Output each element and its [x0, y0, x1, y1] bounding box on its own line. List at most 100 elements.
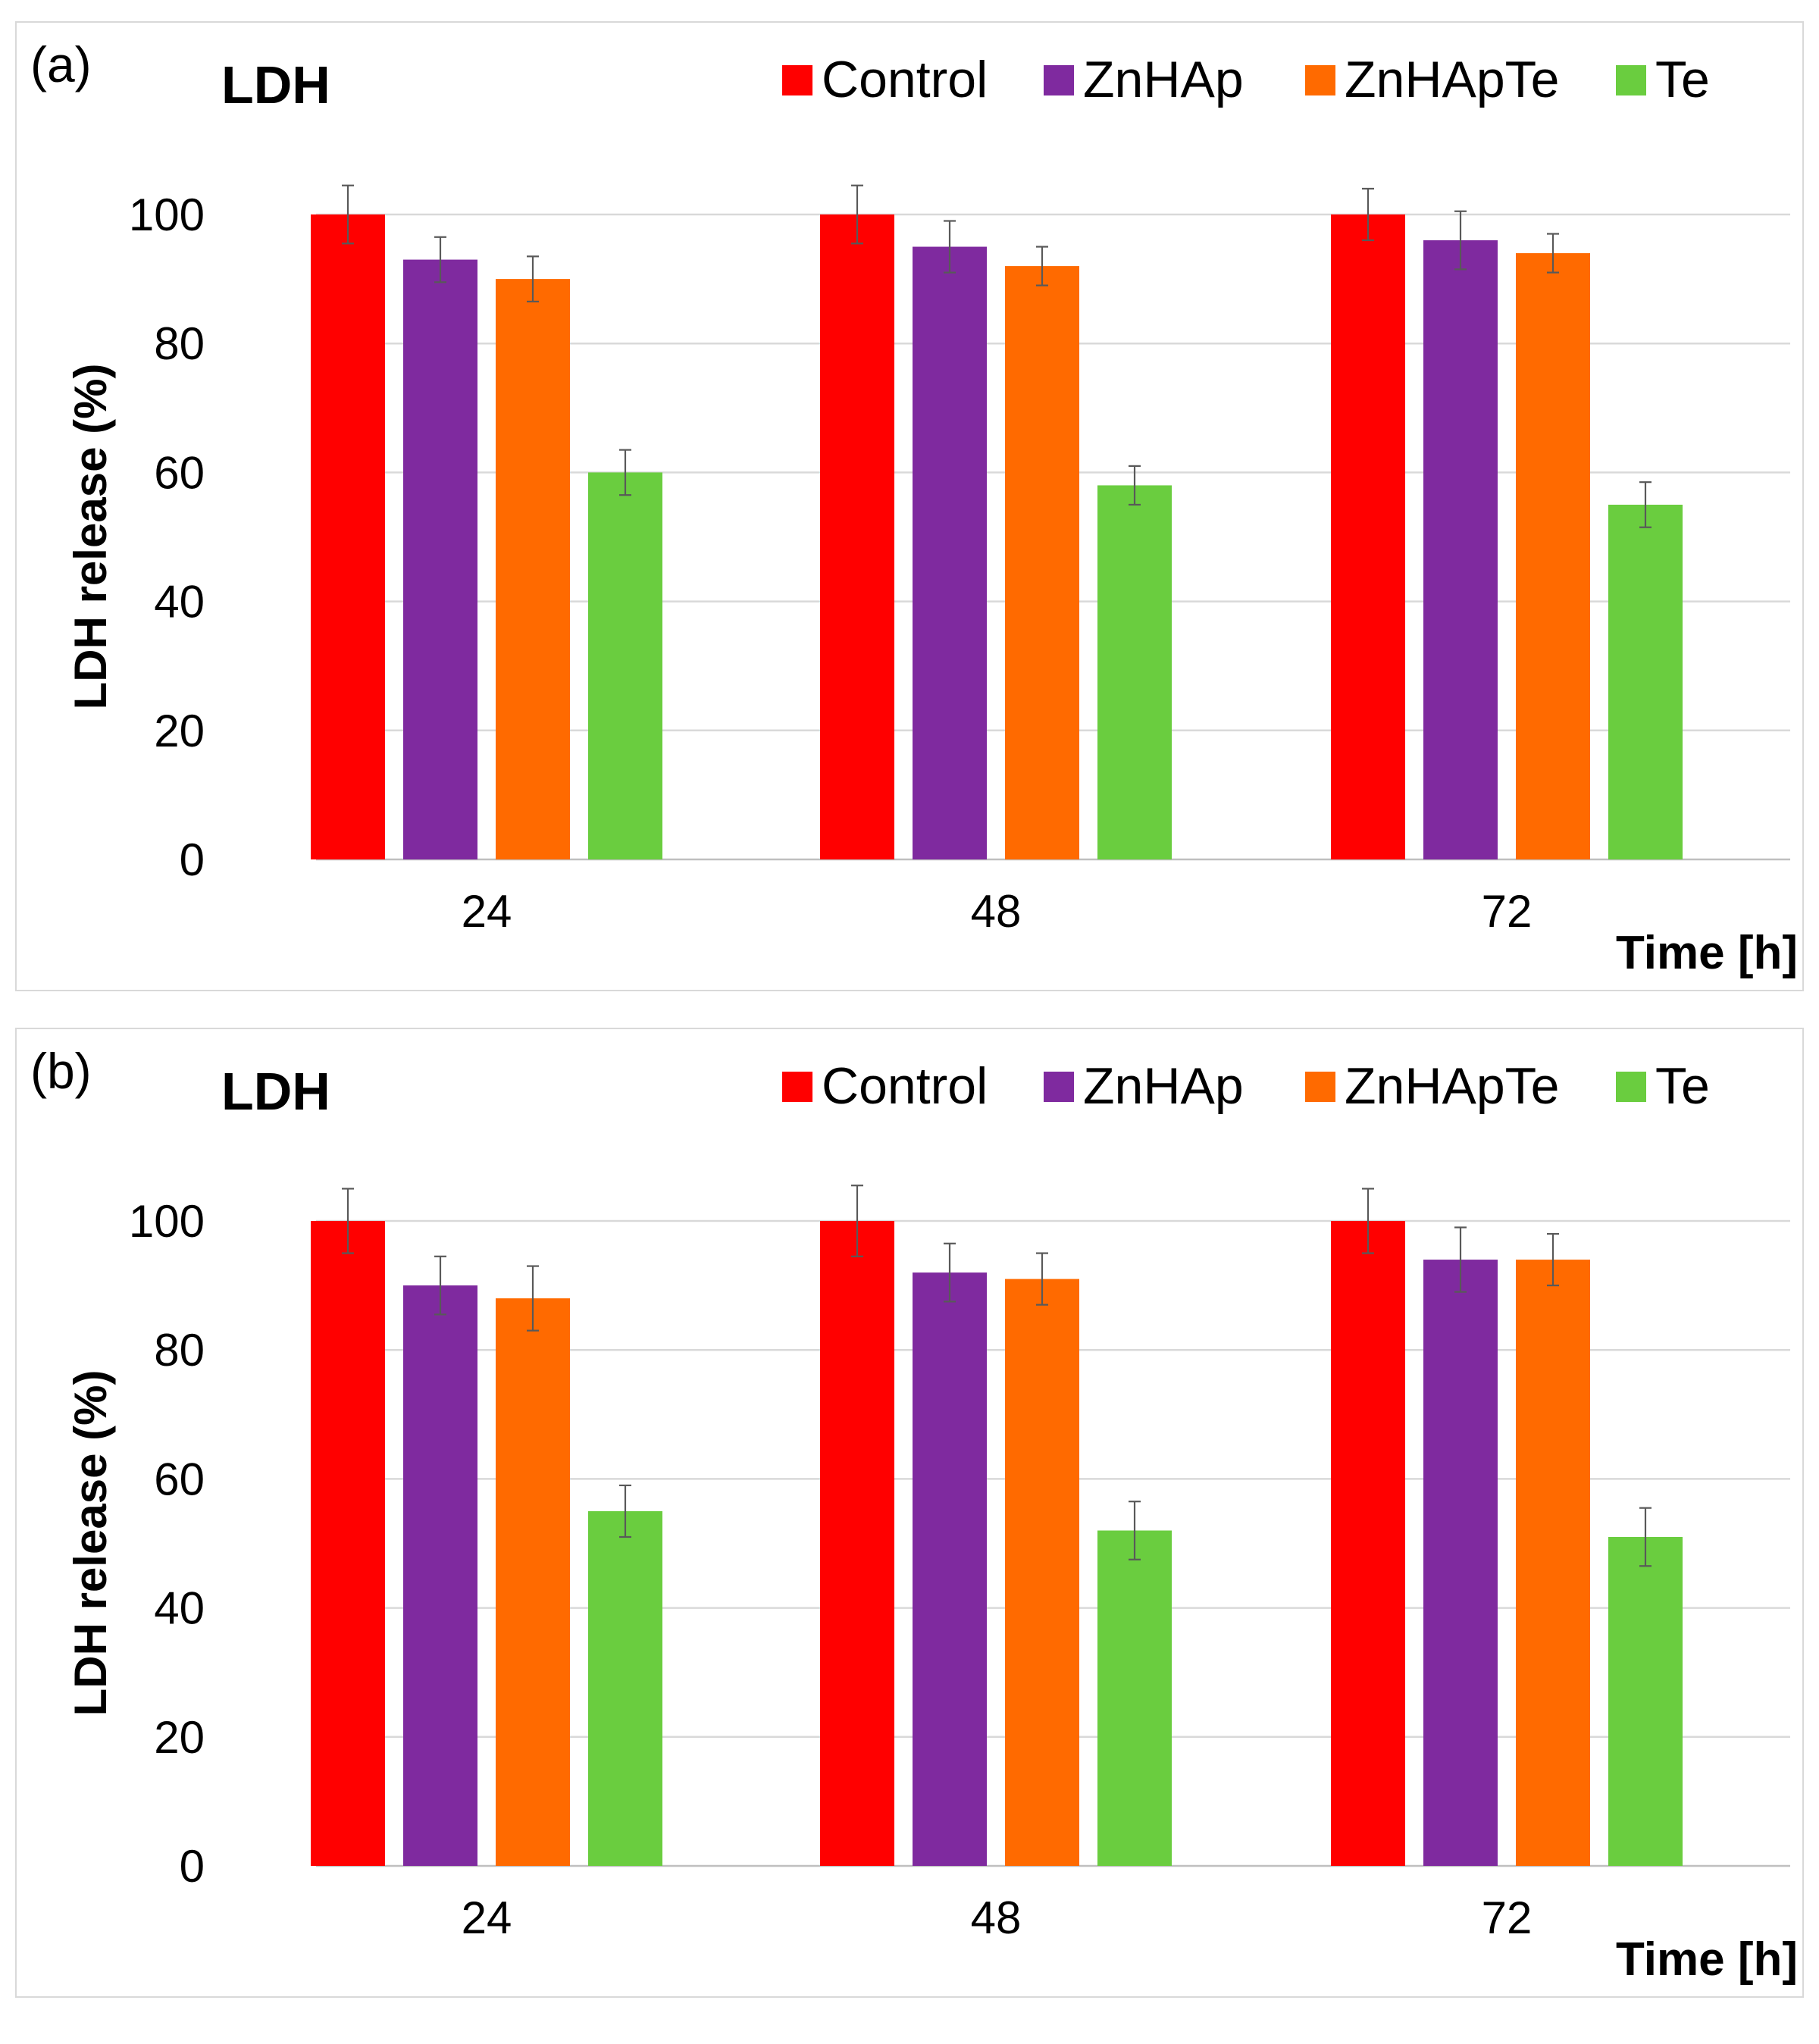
legend-item-te: Te — [1616, 1057, 1710, 1115]
legend-swatch — [1305, 1072, 1335, 1102]
bar-znhap-72 — [1423, 240, 1498, 859]
error-bar-znhap-24 — [434, 236, 446, 283]
error-bar-te-72 — [1639, 1507, 1652, 1567]
error-bar-te-24 — [619, 1484, 631, 1538]
bar-control-24 — [311, 1221, 385, 1866]
legend-label: ZnHAp — [1083, 51, 1244, 108]
bar-chart-a: (a) LDH Control ZnHAp ZnHApTe Te 0 20 40 60 80 100 2… — [30, 36, 1798, 979]
error-bar-znhapte-24 — [527, 255, 539, 302]
y-tick-label: 60 — [154, 447, 205, 498]
bar-znhapte-24 — [496, 1298, 570, 1866]
legend-item-control: Control — [782, 1057, 988, 1115]
y-tick-label: 80 — [154, 318, 205, 369]
legend-swatch — [782, 1072, 812, 1102]
error-bar-control-72 — [1362, 1188, 1374, 1254]
bar-control-24 — [311, 214, 385, 859]
error-bar-control-48 — [851, 184, 863, 245]
error-bar-te-48 — [1129, 465, 1141, 506]
error-bar-znhap-48 — [944, 220, 956, 274]
error-bar-control-24 — [342, 1188, 354, 1254]
legend-swatch — [782, 65, 812, 95]
legend-item-znhap: ZnHAp — [1044, 1057, 1244, 1115]
y-tick-label: 60 — [154, 1454, 205, 1504]
legend-swatch — [1044, 1072, 1074, 1102]
legend-label: Te — [1655, 51, 1710, 108]
bar-znhap-24 — [403, 1285, 477, 1866]
error-bar-znhapte-24 — [527, 1265, 539, 1332]
bar-control-72 — [1331, 1221, 1405, 1866]
legend-label: ZnHAp — [1083, 1057, 1244, 1115]
x-tick-label: 48 — [971, 1892, 1022, 1943]
y-tick-label: 0 — [180, 834, 205, 885]
bar-control-72 — [1331, 214, 1405, 859]
error-bar-znhap-72 — [1454, 1226, 1467, 1293]
legend-swatch — [1616, 1072, 1646, 1102]
bar-znhap-48 — [913, 1272, 987, 1866]
error-bar-control-72 — [1362, 187, 1374, 242]
error-bar-znhapte-48 — [1036, 1252, 1048, 1306]
bar-znhap-48 — [913, 246, 987, 859]
panel-label: (a) — [30, 36, 92, 92]
bar-znhapte-24 — [496, 279, 570, 860]
legend-item-znhapte: ZnHApTe — [1305, 1057, 1559, 1115]
y-tick-label: 20 — [154, 1712, 205, 1763]
y-tick-label: 20 — [154, 706, 205, 756]
error-bar-control-48 — [851, 1185, 863, 1257]
y-tick-label: 0 — [180, 1841, 205, 1892]
y-tick-label: 40 — [154, 577, 205, 628]
chart-panel-b: (b) LDH Control ZnHAp ZnHApTe Te 0 20 40 60 80 100 2… — [15, 1028, 1804, 1998]
error-bar-control-24 — [342, 184, 354, 245]
bar-control-48 — [820, 214, 894, 859]
y-tick-label: 100 — [129, 1196, 205, 1247]
bar-znhap-24 — [403, 259, 477, 859]
bar-znhapte-72 — [1516, 1260, 1590, 1866]
bar-te-24 — [588, 1510, 662, 1866]
legend-item-znhapte: ZnHApTe — [1305, 51, 1559, 108]
y-axis-title: LDH release (%) — [65, 1370, 116, 1717]
x-axis-title: Time [h] — [1616, 927, 1798, 979]
bar-znhapte-48 — [1005, 1279, 1079, 1866]
y-tick-label: 100 — [129, 189, 205, 240]
error-bar-znhap-24 — [434, 1255, 446, 1316]
legend-label: Control — [822, 1057, 988, 1115]
x-tick-label: 48 — [971, 886, 1022, 937]
y-axis-title: LDH release (%) — [65, 364, 116, 710]
x-axis-title: Time [h] — [1616, 1933, 1798, 1986]
legend-swatch — [1616, 65, 1646, 95]
bar-te-72 — [1608, 504, 1683, 859]
chart-title: LDH — [221, 1062, 330, 1121]
bar-znhap-72 — [1423, 1260, 1498, 1866]
bar-te-72 — [1608, 1536, 1683, 1866]
bar-te-48 — [1097, 485, 1172, 859]
legend-label: ZnHApTe — [1345, 1057, 1559, 1115]
x-tick-label: 72 — [1482, 1892, 1533, 1943]
bar-te-24 — [588, 472, 662, 859]
y-tick-label: 40 — [154, 1583, 205, 1634]
error-bar-znhapte-72 — [1547, 233, 1559, 274]
error-bar-te-72 — [1639, 481, 1652, 528]
x-tick-label: 24 — [462, 886, 512, 937]
chart-panel-a: (a) LDH Control ZnHAp ZnHApTe Te 0 20 40 60 80 100 2… — [15, 21, 1804, 991]
legend-swatch — [1044, 65, 1074, 95]
x-tick-label: 72 — [1482, 886, 1533, 937]
bar-control-48 — [820, 1221, 894, 1866]
legend-item-znhap: ZnHAp — [1044, 51, 1244, 108]
legend-item-control: Control — [782, 51, 988, 108]
panel-label: (b) — [30, 1043, 92, 1099]
error-bar-znhap-48 — [944, 1242, 956, 1303]
error-bar-znhapte-48 — [1036, 246, 1048, 286]
bar-znhapte-48 — [1005, 266, 1079, 860]
legend-item-te: Te — [1616, 51, 1710, 108]
chart-title: LDH — [221, 55, 330, 114]
error-bar-te-24 — [619, 449, 631, 496]
bar-chart-b: (b) LDH Control ZnHAp ZnHApTe Te 0 20 40 60 80 100 2… — [30, 1043, 1798, 1986]
legend-label: Te — [1655, 1057, 1710, 1115]
x-tick-label: 24 — [462, 1892, 512, 1943]
y-tick-label: 80 — [154, 1325, 205, 1376]
error-bar-znhap-72 — [1454, 210, 1467, 271]
error-bar-te-48 — [1129, 1501, 1141, 1560]
legend-swatch — [1305, 65, 1335, 95]
legend-label: ZnHApTe — [1345, 51, 1559, 108]
error-bar-znhapte-72 — [1547, 1232, 1559, 1287]
legend-label: Control — [822, 51, 988, 108]
